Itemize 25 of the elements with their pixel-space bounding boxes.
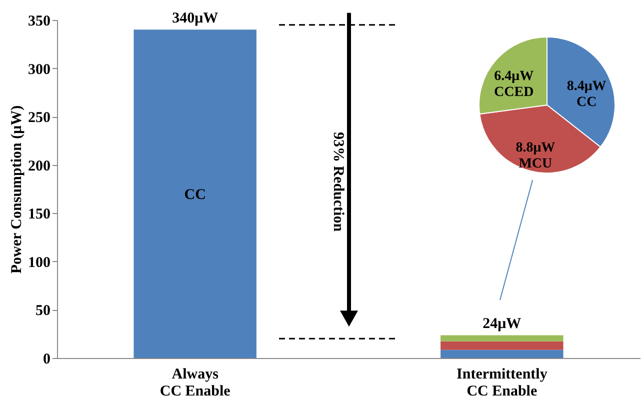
- total-label: 24μW: [482, 316, 522, 332]
- bar: [440, 350, 564, 358]
- x-tick-label: Always CC Enable: [160, 366, 231, 400]
- data-label: 6.4μW: [494, 69, 534, 84]
- data-label: 8.4μW: [566, 78, 606, 94]
- data-label: 8.8μW: [516, 140, 556, 156]
- total-label: 340μW: [172, 10, 218, 27]
- y-tick-label: 0: [43, 352, 50, 368]
- y-axis-title: Power Consumption (μW): [9, 105, 25, 274]
- y-tick-label: 50: [36, 303, 50, 320]
- bar: [134, 30, 256, 358]
- slice-label: CCED: [494, 85, 534, 100]
- y-tick-label: 250: [28, 110, 50, 126]
- y-tick-label: 350: [28, 14, 50, 30]
- y-tick-label: 200: [28, 158, 50, 174]
- slice-label: CC: [576, 94, 597, 110]
- series-label: CC: [184, 186, 206, 203]
- slice-label: MCU: [518, 156, 552, 172]
- bar: [440, 341, 564, 350]
- y-tick-label: 300: [28, 62, 50, 78]
- x-tick-label: Intermittently CC Enable: [456, 366, 548, 400]
- y-tick-label: 150: [28, 206, 50, 223]
- bar: [440, 335, 564, 342]
- y-tick-label: 100: [28, 254, 50, 271]
- annotation: 93% Reduction: [330, 132, 346, 232]
